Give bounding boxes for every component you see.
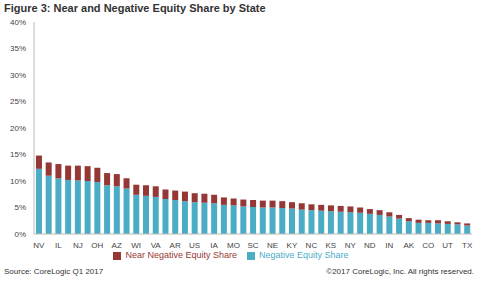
svg-text:VA: VA	[151, 241, 162, 250]
svg-text:IA: IA	[210, 241, 218, 250]
svg-text:AZ: AZ	[112, 241, 122, 250]
svg-text:AR: AR	[170, 241, 181, 250]
svg-text:MO: MO	[227, 241, 240, 250]
html-text:Source: CoreLogic Q1 2017: Source: CoreLogic Q1 2017	[4, 267, 104, 276]
svg-text:KS: KS	[326, 241, 337, 250]
svg-text:AK: AK	[403, 241, 414, 250]
svg-text:35%: 35%	[10, 44, 26, 53]
svg-text:IL: IL	[55, 241, 62, 250]
svg-text:US: US	[189, 241, 200, 250]
svg-text:10%: 10%	[10, 177, 26, 186]
svg-text:25%: 25%	[10, 97, 26, 106]
svg-text:30%: 30%	[10, 71, 26, 80]
html-text:Near Negative Equity Share: Near Negative Equity Share	[125, 250, 237, 260]
svg-text:NE: NE	[267, 241, 278, 250]
svg-text:WI: WI	[131, 241, 141, 250]
svg-text:SC: SC	[247, 241, 258, 250]
svg-text:ND: ND	[364, 241, 376, 250]
svg-text:NJ: NJ	[73, 241, 83, 250]
svg-text:20%: 20%	[10, 124, 26, 133]
svg-text:IN: IN	[385, 241, 393, 250]
svg-text:NY: NY	[345, 241, 357, 250]
svg-text:NC: NC	[306, 241, 318, 250]
svg-text:CO: CO	[422, 241, 434, 250]
html-text:Negative Equity Share: Negative Equity Share	[259, 250, 349, 260]
svg-text:0%: 0%	[14, 230, 26, 239]
html-text:Figure 3: Near and Negative Eq: Figure 3: Near and Negative Equity Share…	[4, 2, 266, 14]
html-text:©2017 CoreLogic, Inc. All righ: ©2017 CoreLogic, Inc. All rights reserve…	[326, 267, 474, 276]
svg-text:OH: OH	[91, 241, 103, 250]
svg-text:KY: KY	[287, 241, 298, 250]
svg-text:15%: 15%	[10, 150, 26, 159]
svg-text:5%: 5%	[14, 203, 26, 212]
svg-text:NV: NV	[33, 241, 45, 250]
svg-text:40%: 40%	[10, 18, 26, 27]
svg-text:TX: TX	[462, 241, 472, 250]
svg-text:UT: UT	[442, 241, 453, 250]
